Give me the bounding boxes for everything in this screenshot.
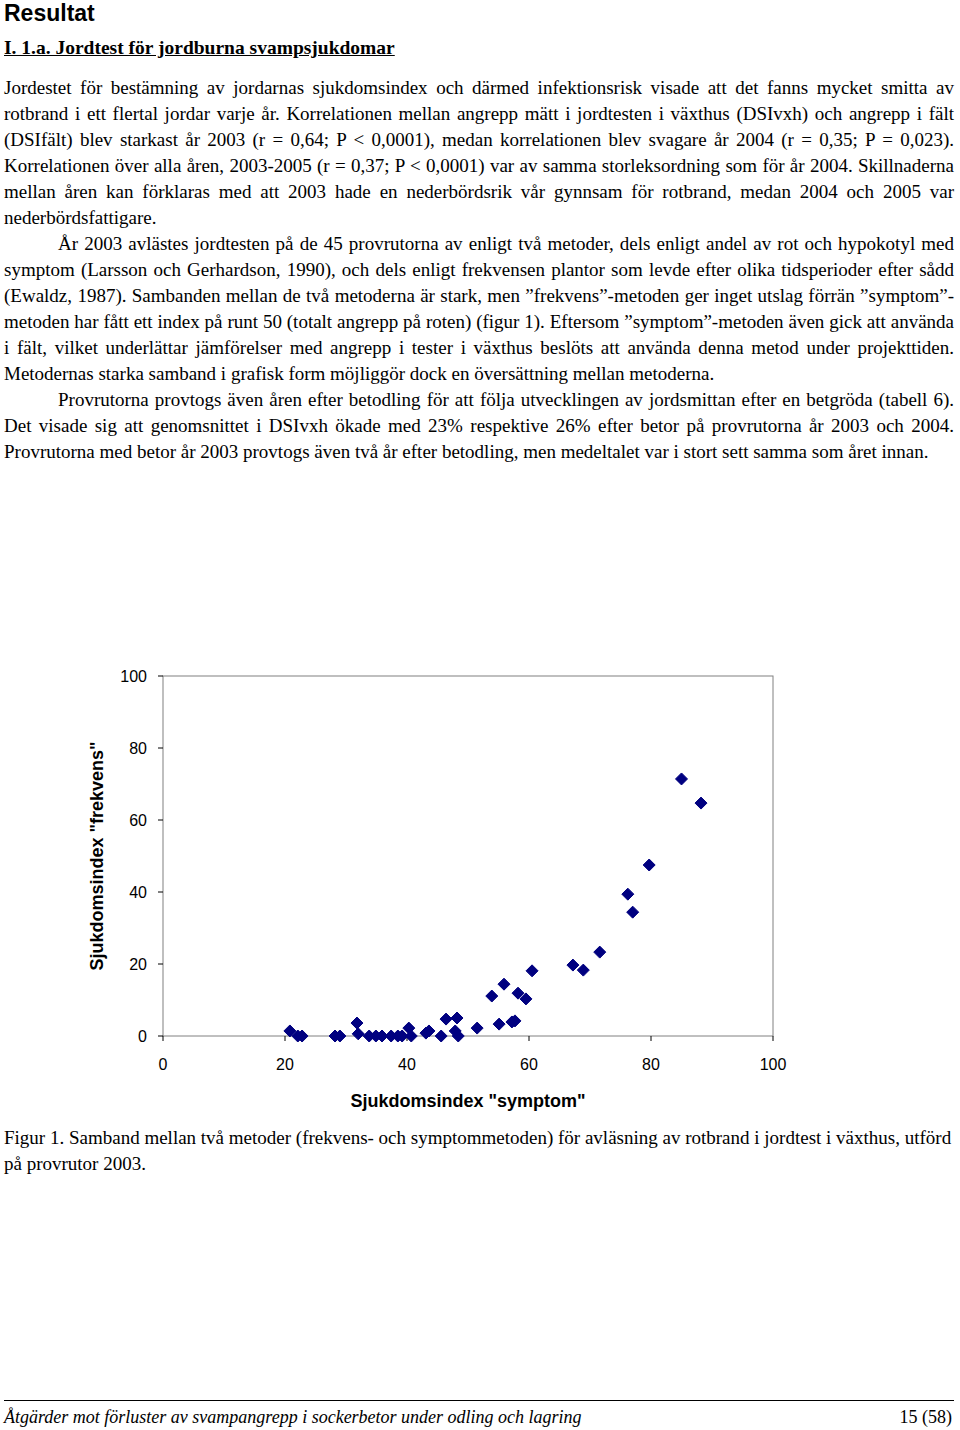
data-point bbox=[423, 1025, 435, 1037]
y-tick-label: 20 bbox=[129, 956, 147, 973]
data-point bbox=[695, 797, 707, 809]
y-tick-label: 0 bbox=[138, 1028, 147, 1045]
data-point bbox=[643, 859, 655, 871]
data-point bbox=[526, 965, 538, 977]
y-tick-label: 40 bbox=[129, 884, 147, 901]
data-point bbox=[405, 1030, 417, 1042]
y-tick-label: 60 bbox=[129, 812, 147, 829]
x-tick-label: 20 bbox=[276, 1056, 294, 1073]
plot-frame bbox=[163, 676, 773, 1036]
y-tick bbox=[158, 820, 163, 821]
x-tick bbox=[773, 1036, 774, 1041]
page-title: Resultat bbox=[4, 0, 95, 27]
page-number: 15 (58) bbox=[900, 1407, 953, 1428]
data-point bbox=[334, 1030, 346, 1042]
x-tick bbox=[651, 1036, 652, 1041]
y-tick bbox=[158, 964, 163, 965]
x-tick-label: 60 bbox=[520, 1056, 538, 1073]
data-point bbox=[594, 946, 606, 958]
x-tick bbox=[529, 1036, 530, 1041]
data-point bbox=[567, 959, 579, 971]
paragraph: Jordestet för bestämning av jordarnas sj… bbox=[4, 75, 954, 231]
points bbox=[284, 773, 707, 1042]
y-axis-title: Sjukdomsindex "frekvens" bbox=[87, 741, 107, 970]
x-tick bbox=[285, 1036, 286, 1041]
data-point bbox=[440, 1013, 452, 1025]
data-point bbox=[676, 773, 688, 785]
data-point bbox=[451, 1012, 463, 1024]
data-point bbox=[351, 1017, 363, 1029]
paragraph: År 2003 avlästes jordtesten på de 45 pro… bbox=[4, 231, 954, 387]
y-tick bbox=[158, 748, 163, 749]
data-point bbox=[296, 1030, 308, 1042]
data-point bbox=[509, 1015, 521, 1027]
y-tick-label: 100 bbox=[120, 668, 147, 685]
x-axis-title: Sjukdomsindex "symptom" bbox=[350, 1091, 585, 1111]
y-tick bbox=[158, 892, 163, 893]
data-point bbox=[486, 990, 498, 1002]
y-tick-label: 80 bbox=[129, 740, 147, 757]
figure-caption: Figur 1. Samband mellan två metoder (fre… bbox=[4, 1125, 954, 1177]
data-point bbox=[435, 1030, 447, 1042]
x-tick-label: 40 bbox=[398, 1056, 416, 1073]
data-point bbox=[622, 888, 634, 900]
y-tick bbox=[158, 676, 163, 677]
data-point bbox=[452, 1030, 464, 1042]
data-point bbox=[577, 964, 589, 976]
x-tick bbox=[163, 1036, 164, 1041]
body-text: Jordestet för bestämning av jordarnas sj… bbox=[4, 75, 954, 465]
data-point bbox=[493, 1018, 505, 1030]
data-point bbox=[498, 978, 510, 990]
data-point bbox=[352, 1028, 364, 1040]
scatter-chart: 0 20 40 60 80 100 0 20 40 60 80 100 Sjukdomsindex "s… bbox=[0, 640, 960, 1120]
footer-title: Åtgärder mot förluster av svampangrepp i… bbox=[4, 1407, 582, 1428]
paragraph: Provrutorna provtogs även åren efter bet… bbox=[4, 387, 954, 465]
section-heading: I. 1.a. Jordtest för jordburna svampsjuk… bbox=[4, 37, 395, 59]
y-tick bbox=[158, 1036, 163, 1037]
data-point bbox=[627, 906, 639, 918]
footer-rule bbox=[4, 1400, 954, 1401]
data-point bbox=[520, 993, 532, 1005]
x-tick-label: 100 bbox=[760, 1056, 787, 1073]
data-point bbox=[471, 1022, 483, 1034]
x-tick-label: 0 bbox=[159, 1056, 168, 1073]
x-tick-label: 80 bbox=[642, 1056, 660, 1073]
